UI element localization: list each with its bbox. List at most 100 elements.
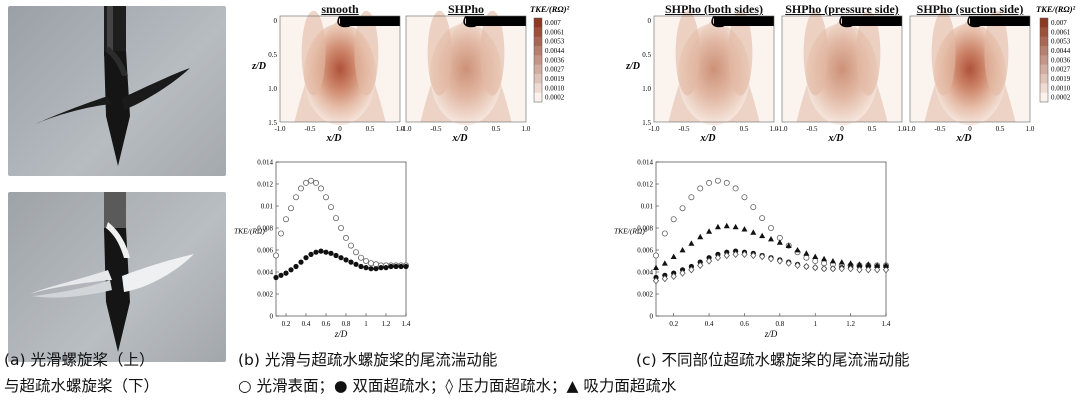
x-tick-label: 0.6 [740, 320, 749, 328]
data-point [333, 252, 339, 259]
x-tick-label: 1.0 [1026, 125, 1035, 133]
data-point [308, 251, 314, 257]
legend-value: 0.0010 [545, 84, 565, 92]
data-point [820, 265, 828, 273]
plot-frame [655, 161, 887, 317]
data-point [670, 253, 677, 259]
data-point [353, 249, 360, 256]
data-point [688, 240, 695, 246]
z-tick-label: 1.0 [268, 85, 277, 93]
data-point [348, 259, 354, 265]
legend-swatch [1040, 18, 1048, 28]
panel-title-suction: SHPho (suction side) [916, 2, 1024, 16]
data-point [688, 194, 695, 201]
data-point [812, 253, 819, 259]
data-point [288, 267, 294, 273]
data-point [313, 179, 320, 186]
tip-vortex-right [480, 10, 505, 96]
data-point [303, 255, 309, 261]
y-tick-label: 0.002 [257, 291, 273, 299]
legend-swatch [1040, 74, 1048, 84]
x-tick-label: 1 [364, 320, 368, 328]
data-point [829, 265, 837, 273]
legend-swatch [1040, 46, 1048, 56]
y-axis-label: TKE/(RΩ)² [234, 227, 268, 236]
y-tick-label: 0.014 [257, 159, 273, 167]
data-point [705, 257, 713, 265]
legend-swatch [534, 64, 542, 75]
panel-title-smooth: smooth [321, 2, 359, 16]
legend-title: TKE/(RΩ)² [530, 4, 570, 14]
y-tick-label: 0.002 [637, 291, 653, 299]
data-point [767, 225, 774, 232]
data-point [308, 177, 315, 184]
data-point [328, 204, 335, 211]
data-point [358, 263, 364, 270]
data-point [714, 223, 721, 230]
y-tick-label: 0.004 [257, 269, 273, 277]
x-tick-label: -0.5 [430, 125, 442, 133]
caption-a-line2: 与超疏水螺旋桨（下） [4, 377, 160, 395]
x-tick-label: 0.5 [868, 125, 877, 133]
x-tick-label: -1.0 [904, 125, 916, 133]
z-tick-label: 1.5 [642, 119, 651, 127]
legend-value: 0.0019 [545, 75, 565, 83]
legend-swatch [534, 46, 542, 56]
data-point [697, 233, 704, 240]
y-axis-label: TKE/(RΩ)² [614, 227, 648, 236]
x-tick-label: -0.5 [934, 125, 946, 133]
x-tick-label: 1.0 [770, 125, 779, 133]
data-point [750, 204, 757, 211]
legend-value: 0.0002 [1051, 94, 1071, 102]
data-point [293, 263, 299, 270]
x-tick-label: 0.4 [705, 320, 714, 328]
data-point [661, 230, 668, 237]
contour-panel-5: -1.0 -0.5 0 0.5 1.0 x/D [904, 10, 1035, 144]
data-point [679, 247, 686, 253]
x-axis-label: z/D [334, 329, 348, 339]
legend-swatch [1040, 27, 1048, 38]
contour-panel-3: -1.0 -0.5 0 0.5 1.0x/D00.51.01.5z/D [625, 10, 779, 144]
z-axis-label: z/D [625, 61, 640, 72]
data-point [812, 263, 819, 272]
x-tick-label: 1.0 [898, 125, 907, 133]
legend-value: 0.0061 [1051, 28, 1071, 36]
tke-chart-c: 0 0.002 0.004 0.006 0.008 0.01 0.012 0.014 0.2 0.… [614, 159, 891, 340]
data-point [803, 250, 810, 256]
tip-vortex-left [675, 10, 700, 96]
legend-swatch [534, 36, 542, 47]
data-point [838, 265, 845, 273]
x-tick-label: -1.0 [776, 125, 788, 133]
tip-vortex-left [427, 10, 452, 96]
data-point [856, 266, 863, 274]
z-tick-label: 1.5 [268, 119, 277, 127]
data-point [750, 251, 757, 260]
data-point [803, 254, 810, 261]
x-tick-label: 1.4 [882, 320, 891, 328]
data-point [697, 185, 704, 192]
caption-legend: ○ 光滑表面；● 双面超疏水；◊ 压力面超疏水；▲ 吸力面超疏水 [238, 377, 677, 395]
legend-swatch [1040, 92, 1048, 103]
data-point [653, 252, 660, 259]
x-tick-label: 0 [338, 125, 342, 133]
legend-swatch [534, 27, 542, 38]
shpho-propeller-photo [8, 192, 226, 362]
tip-vortex-right [728, 10, 753, 96]
legend-swatch [1040, 83, 1048, 94]
data-point [759, 232, 766, 239]
data-point [273, 274, 279, 281]
contour-frame [909, 15, 1031, 123]
legend-value: 0.0044 [545, 47, 565, 55]
data-point [403, 263, 409, 270]
data-point [343, 257, 349, 263]
data-point [288, 205, 295, 212]
data-point [283, 270, 289, 276]
data-point [679, 269, 686, 277]
legend-value: 0.0002 [545, 94, 565, 102]
data-point [393, 263, 399, 270]
legend-swatch [1040, 36, 1048, 47]
contour-panel-1: -1.0 -0.5 0 0.5 1.0x/D00.51.01.5z/D [251, 10, 405, 144]
data-point [759, 215, 766, 222]
